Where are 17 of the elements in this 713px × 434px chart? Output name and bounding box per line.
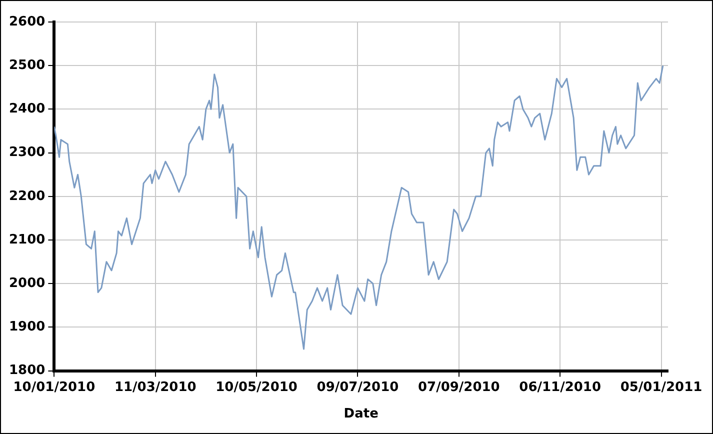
x-tick-label: 07/09/2010 (418, 380, 500, 395)
x-tick-label: 05/01/2011 (620, 380, 702, 395)
y-tick-label: 1800 (8, 363, 46, 378)
y-tick-label: 2100 (8, 232, 46, 248)
y-tick-label: 2200 (8, 188, 46, 204)
x-axis-title: Date (344, 406, 379, 422)
y-tick-label: 2300 (8, 145, 46, 160)
x-tick-label: 10/01/2010 (13, 380, 96, 395)
y-tick-label: 2000 (8, 276, 46, 291)
y-tick-label: 2500 (8, 58, 46, 73)
y-tick-label: 2600 (8, 14, 46, 30)
y-tick-label: 2400 (8, 102, 46, 117)
x-tick-label: 10/05/2010 (216, 380, 298, 395)
x-tick-label: 11/03/2010 (114, 380, 196, 395)
x-tick-label: 06/11/2010 (519, 380, 602, 395)
x-tick-label: 09/07/2010 (316, 380, 399, 395)
y-tick-label: 1900 (8, 320, 46, 335)
